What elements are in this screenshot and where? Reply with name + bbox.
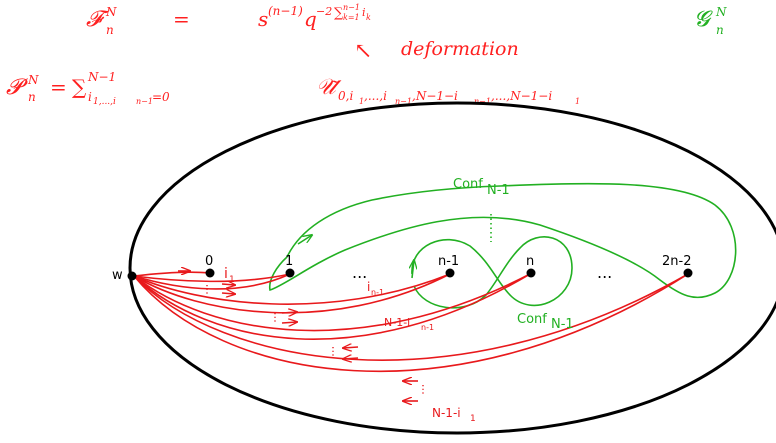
label-N1i1: N-1-i xyxy=(432,406,461,420)
label-i1: i xyxy=(224,266,228,282)
conf-mid-arrow xyxy=(412,260,414,279)
conf-top-curve xyxy=(268,182,737,299)
u-sub: 0,i xyxy=(338,89,353,103)
label-conf-top-sub: N-1 xyxy=(487,183,510,198)
p-sub: n xyxy=(28,90,36,104)
path-to-0 xyxy=(133,271,211,277)
points xyxy=(127,268,693,281)
f-sub: n xyxy=(106,23,114,37)
point-n1 xyxy=(445,268,455,278)
path-to-n-b xyxy=(133,273,531,340)
label-1: 1 xyxy=(285,254,293,269)
sum-term-sub: k xyxy=(366,13,371,22)
point-2n2 xyxy=(683,268,693,278)
arrow-1b xyxy=(221,293,235,294)
arrow-nb xyxy=(343,358,359,359)
sum-sub: k=1 xyxy=(343,13,360,22)
label-N1in1-sub: n-1 xyxy=(421,323,434,332)
arrow-n1a xyxy=(281,312,297,313)
label-N1in1: N-1-i xyxy=(384,316,410,329)
u-sub2: 1 xyxy=(359,97,364,106)
dots-mid: ... xyxy=(352,263,367,282)
label-in1-sub: n-1 xyxy=(371,288,384,297)
conf-top-arrow xyxy=(297,235,312,245)
path-to-1-a xyxy=(133,273,291,283)
outer-ellipse xyxy=(128,101,776,435)
point-1 xyxy=(285,268,295,278)
label-conf-top: Conf xyxy=(453,177,483,192)
point-w xyxy=(127,271,137,281)
p-sum-sup: N−1 xyxy=(87,70,116,84)
label-conf-mid-sub: N-1 xyxy=(551,317,574,332)
sum-symbol: ∑ xyxy=(334,6,344,21)
point-n xyxy=(526,268,536,278)
path-to-2n2-a xyxy=(133,273,689,361)
s-symbol: s xyxy=(258,7,268,31)
arrow-na xyxy=(343,347,359,348)
u-sub7: ,...,N−1−i xyxy=(491,89,552,103)
p-symbol: 𝓟 xyxy=(6,75,28,100)
red-paths xyxy=(133,271,689,373)
p-sum-sub3: n−1 xyxy=(136,97,153,106)
formula-p: 𝓟 N n = ∑ N−1 i 1,...,i n−1 =0 xyxy=(6,70,170,107)
label-in1: i xyxy=(367,280,370,294)
label-w: w xyxy=(112,268,123,283)
label-0: 0 xyxy=(205,254,213,269)
path-to-2n2-b xyxy=(133,273,689,373)
sum-sup: n−1 xyxy=(343,3,360,12)
red-arrows xyxy=(178,271,418,401)
arrow-n1b xyxy=(281,322,297,323)
u-sub3: ,...,i xyxy=(364,89,387,103)
label-N1i1-sub: 1 xyxy=(470,414,476,424)
path-to-1-b xyxy=(133,273,291,290)
formula-f: 𝓕 N n = xyxy=(86,5,190,37)
f-sup: N xyxy=(105,5,117,19)
u-sub5: ,N−1−i xyxy=(412,89,458,103)
path-to-n-a xyxy=(133,273,531,332)
g-symbol: 𝓖 xyxy=(694,7,713,32)
p-sum-sub: i xyxy=(88,90,92,104)
label-i1-sub: 1 xyxy=(229,275,235,285)
p-sup: N xyxy=(27,73,39,87)
label-2n2: 2n-2 xyxy=(662,254,691,269)
p-equals: = xyxy=(50,75,67,99)
point-0 xyxy=(205,268,215,278)
q-sup: −2 xyxy=(316,5,332,18)
s-sup: (n−1) xyxy=(268,4,303,18)
f-equals: = xyxy=(173,7,190,31)
deformation-label: ↖ deformation xyxy=(354,38,519,64)
conf-figure-eight xyxy=(411,236,573,309)
label-n: n xyxy=(526,254,534,269)
p-sum-symbol: ∑ xyxy=(72,75,87,99)
formula-u: 𝒰̃ 0,i 1 ,...,i n−1 ,N−1−i n−1 ,...,N−1−… xyxy=(316,75,580,106)
label-n1: n-1 xyxy=(438,254,459,269)
deformation-arrow-icon: ↖ xyxy=(354,39,372,64)
sum-term: i xyxy=(362,6,366,19)
g-sup: N xyxy=(715,5,727,19)
u-sub4: n−1 xyxy=(395,97,412,106)
path-to-n1-a xyxy=(133,273,451,305)
label-conf-mid: Conf xyxy=(517,312,547,327)
g-sub: n xyxy=(716,23,724,37)
formula-s-q: s (n−1) q −2 ∑ n−1 k=1 i k xyxy=(258,3,371,31)
arrow-1a xyxy=(221,284,235,285)
formula-g: 𝓖 N n xyxy=(694,5,727,37)
q-symbol: q xyxy=(304,7,317,31)
p-sum-sub4: =0 xyxy=(152,90,170,104)
path-to-n1-b xyxy=(133,273,451,314)
u-sub6: n−1 xyxy=(474,97,491,106)
point-labels: w 0 1 n-1 n 2n-2 ... ... xyxy=(112,254,691,283)
path-labels: i 1 i n-1 N-1-i n-1 N-1-i 1 Conf N-1 Con… xyxy=(224,177,574,424)
dots-right: ... xyxy=(597,263,612,282)
deformation-text: deformation xyxy=(401,38,519,60)
p-sum-sub2: 1,...,i xyxy=(93,97,116,107)
u-sub8: 1 xyxy=(575,97,580,106)
